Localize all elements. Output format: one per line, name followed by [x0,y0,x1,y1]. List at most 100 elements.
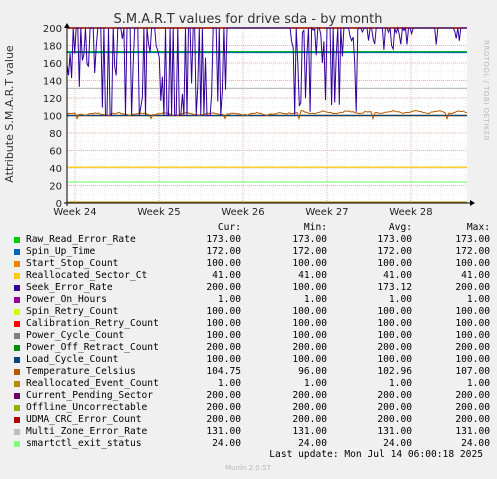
legend-min: 100.00 [292,306,327,317]
legend-swatch [14,333,20,339]
legend-row: Power_On_Hours 1.00 1.00 1.00 1.00 [12,294,490,306]
rrdtool-watermark: RRDTOOL / TOBI OETIKER [482,40,490,141]
legend-header: Cur: Min: Avg: Max: [12,222,490,234]
legend-min: 96.00 [298,366,327,377]
legend-max: 100.00 [455,318,490,329]
legend-series-name: Power_Off_Retract_Count [26,342,159,353]
legend-cur: 100.00 [206,330,241,341]
x-tick-label: Week 24 [53,207,96,215]
legend-max: 100.00 [455,258,490,269]
legend-series-name: Current_Pending_Sector [26,390,154,401]
legend-swatch [14,417,20,423]
legend-max: 200.00 [455,342,490,353]
legend-row: Temperature_Celsius 104.75 96.00 102.96 107.… [12,366,490,378]
legend-series-name: Spin_Retry_Count [26,306,119,317]
legend-avg: 173.12 [377,282,412,293]
legend-max: 200.00 [455,402,490,413]
legend-max: 100.00 [455,354,490,365]
legend-series-name: Multi_Zone_Error_Rate [26,426,148,437]
legend-series-name: Raw_Read_Error_Rate [26,234,136,245]
series-line-temperature [66,110,468,121]
y-axis-arrow [64,23,70,28]
legend-max: 107.00 [455,366,490,377]
legend-min: 200.00 [292,402,327,413]
legend-max: 200.00 [455,282,490,293]
legend-series-name: Calibration_Retry_Count [26,318,159,329]
legend-row: Start_Stop_Count 100.00 100.00 100.00 100.00 [12,258,490,270]
legend-cur: 1.00 [217,294,241,305]
y-ticks: 0 20 40 60 80 100 120 140 160 180 200 [43,24,62,210]
legend-max: 1.00 [466,378,490,389]
y-axis-label: Attribute S.M.A.R.T value [3,45,16,183]
legend-max: 131.00 [455,426,490,437]
legend-series-name: smartctl_exit_status [26,438,142,449]
legend-avg: 41.00 [383,270,412,281]
legend-swatch [14,285,20,291]
y-tick-label: 180 [43,42,62,53]
chart: S.M.A.R.T values for drive sda - by mont… [3,12,490,215]
x-tick-label: Week 25 [137,207,180,215]
legend-avg: 172.00 [377,246,412,257]
legend-max: 24.00 [461,438,490,449]
legend-swatch [14,321,20,327]
legend-swatch [14,297,20,303]
legend-row: Offline_Uncorrectable 200.00 200.00 200.00 2… [12,402,490,414]
legend-avg: 100.00 [377,318,412,329]
legend-avg: 131.00 [377,426,412,437]
x-tick-label: Week 28 [389,207,432,215]
axes [64,23,475,206]
legend-min: 1.00 [303,294,327,305]
legend-swatch [14,345,20,351]
legend-cur: 131.00 [206,426,241,437]
legend-swatch [14,405,20,411]
legend-series-name: Spin_Up_Time [26,246,96,257]
legend-max: 200.00 [455,390,490,401]
legend-series-name: Temperature_Celsius [26,366,136,377]
legend-avg: 102.96 [377,366,412,377]
legend-max: 100.00 [455,306,490,317]
legend-min: 200.00 [292,414,327,425]
legend-min: 100.00 [292,354,327,365]
legend-min: 100.00 [292,258,327,269]
legend-row: Spin_Retry_Count 100.00 100.00 100.00 100.00 [12,306,490,318]
legend-min: 24.00 [298,438,327,449]
legend-avg: 1.00 [388,294,412,305]
legend: Cur: Min: Avg: Max: Raw_Read_Error_Rate 1… [12,222,490,450]
legend-max: 173.00 [455,234,490,245]
series-lines [66,26,468,203]
legend-swatch [14,249,20,255]
y-tick-label: 200 [43,24,62,35]
y-tick-label: 20 [49,182,62,193]
legend-cur: 100.00 [206,318,241,329]
y-tick-label: 120 [43,94,62,105]
legend-swatch [14,429,20,435]
legend-series-name: Power_Cycle_Count [26,330,125,341]
legend-row: Raw_Read_Error_Rate 173.00 173.00 173.00 173… [12,234,490,246]
x-axis-arrow [470,200,475,206]
legend-row: Calibration_Retry_Count 100.00 100.00 100.0… [12,318,490,330]
legend-swatch [14,273,20,279]
legend-min: 1.00 [303,378,327,389]
legend-avg: 200.00 [377,414,412,425]
legend-cur: 200.00 [206,402,241,413]
last-update: Last update: Mon Jul 14 06:00:18 2025 [269,449,483,460]
legend-row: Reallocated_Event_Count 1.00 1.00 1.00 1.00 [12,378,490,390]
munin-version: Munin 2.0.57 [225,464,271,472]
x-ticks: Week 24 Week 25 Week 26 Week 27 Week 28 [53,207,432,215]
legend-row: UDMA_CRC_Error_Count 200.00 200.00 200.00 20… [12,414,490,426]
legend-cur: 200.00 [206,342,241,353]
y-tick-label: 160 [43,59,62,70]
legend-swatch [14,237,20,243]
legend-min: 172.00 [292,246,327,257]
legend-min: 131.00 [292,426,327,437]
legend-cur: 24.00 [212,438,241,449]
legend-max: 100.00 [455,330,490,341]
legend-row: Reallocated_Sector_Ct 41.00 41.00 41.00 41.0… [12,270,490,282]
legend-header-min: Min: [303,222,327,233]
legend-cur: 100.00 [206,354,241,365]
legend-cur: 100.00 [206,258,241,269]
legend-row: Power_Cycle_Count 100.00 100.00 100.00 100.0… [12,330,490,342]
legend-min: 100.00 [292,318,327,329]
legend-max: 200.00 [455,414,490,425]
legend-min: 100.00 [292,330,327,341]
